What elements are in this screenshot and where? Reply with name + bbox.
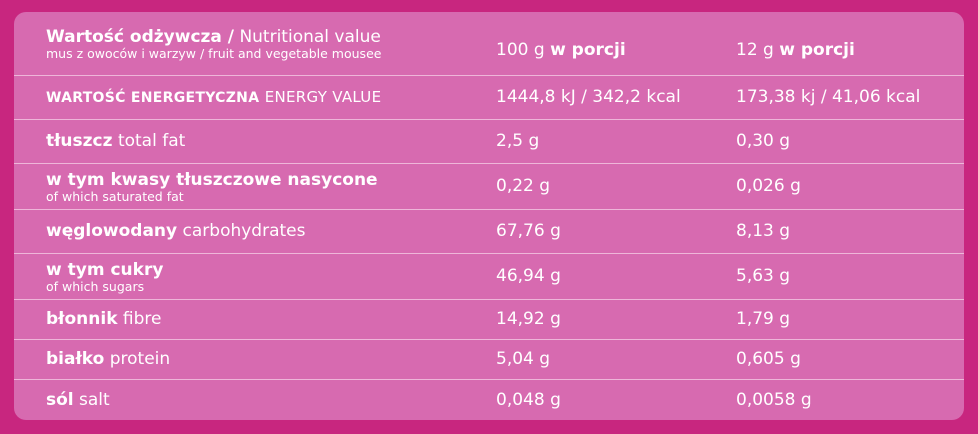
- nutrient-name-pl: tłuszcz: [46, 131, 113, 151]
- value-12g: 5,63 g: [736, 266, 791, 286]
- nutrient-name-en: of which sugars: [46, 278, 145, 294]
- nutrition-table: Wartość odżywcza / Nutritional value mus…: [14, 12, 964, 420]
- value-100g: 67,76 g: [496, 221, 561, 241]
- table-title: Wartość odżywcza / Nutritional value: [46, 26, 381, 47]
- value-12g: 0,605 g: [736, 349, 801, 369]
- table-row: sól salt 0,048 g 0,0058 g: [14, 380, 964, 420]
- value-100g: 1444,8 kJ / 342,2 kcal: [496, 87, 681, 107]
- value-100g: 46,94 g: [496, 266, 561, 286]
- nutrient-name-pl: sól: [46, 389, 74, 410]
- table-row: błonnik fibre 14,92 g 1,79 g: [14, 300, 964, 340]
- value-12g: 0,026 g: [736, 176, 801, 196]
- value-100g: 5,04 g: [496, 349, 551, 369]
- value-100g: 0,048 g: [496, 389, 561, 410]
- nutrient-name-pl: w tym kwasy tłuszczowe nasycone: [46, 169, 378, 190]
- nutrient-name-en: salt: [79, 389, 110, 410]
- table-subtitle: mus z owoców i warzyw / fruit and vegeta…: [46, 45, 382, 61]
- nutrient-name-pl: w tym cukry: [46, 259, 164, 280]
- value-100g: 2,5 g: [496, 131, 540, 151]
- table-row: w tym kwasy tłuszczowe nasycone of which…: [14, 164, 964, 210]
- nutrient-name-en: of which saturated fat: [46, 188, 184, 204]
- value-100g: 14,92 g: [496, 309, 561, 329]
- nutrient-name-en: fibre: [122, 309, 162, 329]
- nutrient-name-en: ENERGY VALUE: [264, 87, 382, 106]
- nutrient-name-pl: białko: [46, 349, 105, 369]
- nutrient-name-en: total fat: [117, 131, 186, 151]
- column-header-100g: 100 g w porcji: [496, 40, 626, 60]
- nutrient-name-pl: błonnik: [46, 309, 118, 329]
- nutrient-name-pl: węglowodany: [46, 221, 178, 241]
- value-12g: 8,13 g: [736, 221, 791, 241]
- nutrient-name-en: carbohydrates: [182, 221, 306, 241]
- table-row: tłuszcz total fat 2,5 g 0,30 g: [14, 120, 964, 164]
- value-12g: 173,38 kj / 41,06 kcal: [736, 87, 921, 107]
- value-100g: 0,22 g: [496, 176, 551, 196]
- nutrient-name-pl: WARTOŚĆ ENERGETYCZNA: [46, 89, 260, 106]
- value-12g: 0,30 g: [736, 131, 791, 151]
- table-row: węglowodany carbohydrates 67,76 g 8,13 g: [14, 210, 964, 254]
- value-12g: 1,79 g: [736, 309, 791, 329]
- table-row: białko protein 5,04 g 0,605 g: [14, 340, 964, 380]
- value-12g: 0,0058 g: [736, 389, 812, 410]
- table-row: WARTOŚĆ ENERGETYCZNA ENERGY VALUE 1444,8…: [14, 76, 964, 120]
- column-header-12g: 12 g w porcji: [736, 40, 855, 60]
- table-header: Wartość odżywcza / Nutritional value mus…: [14, 12, 964, 76]
- table-row: w tym cukry of which sugars 46,94 g 5,63…: [14, 254, 964, 300]
- nutrient-name-en: protein: [109, 349, 171, 369]
